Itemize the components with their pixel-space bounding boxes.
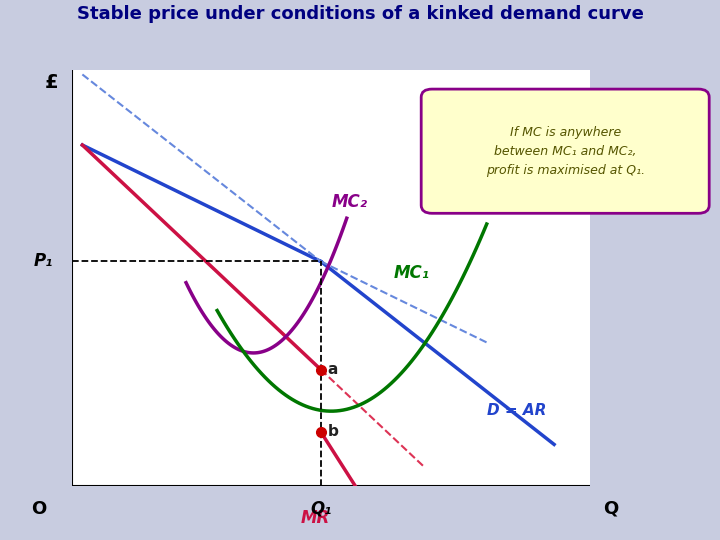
Text: If MC is anywhere
between MC₁ and MC₂,
profit is maximised at Q₁.: If MC is anywhere between MC₁ and MC₂, p… [485,126,645,177]
FancyBboxPatch shape [421,89,709,213]
Text: b: b [328,424,338,439]
Text: £: £ [45,73,58,92]
Text: a: a [328,362,338,377]
Text: MC₂: MC₂ [331,193,367,212]
Text: D = AR: D = AR [487,403,546,418]
Text: Q₁: Q₁ [310,500,331,518]
Text: MR: MR [301,509,330,528]
Text: O: O [31,500,46,518]
Text: MC₁: MC₁ [393,264,429,282]
Text: P₁: P₁ [34,253,53,271]
Text: Q: Q [603,500,618,518]
Text: Stable price under conditions of a kinked demand curve: Stable price under conditions of a kinke… [76,5,644,23]
